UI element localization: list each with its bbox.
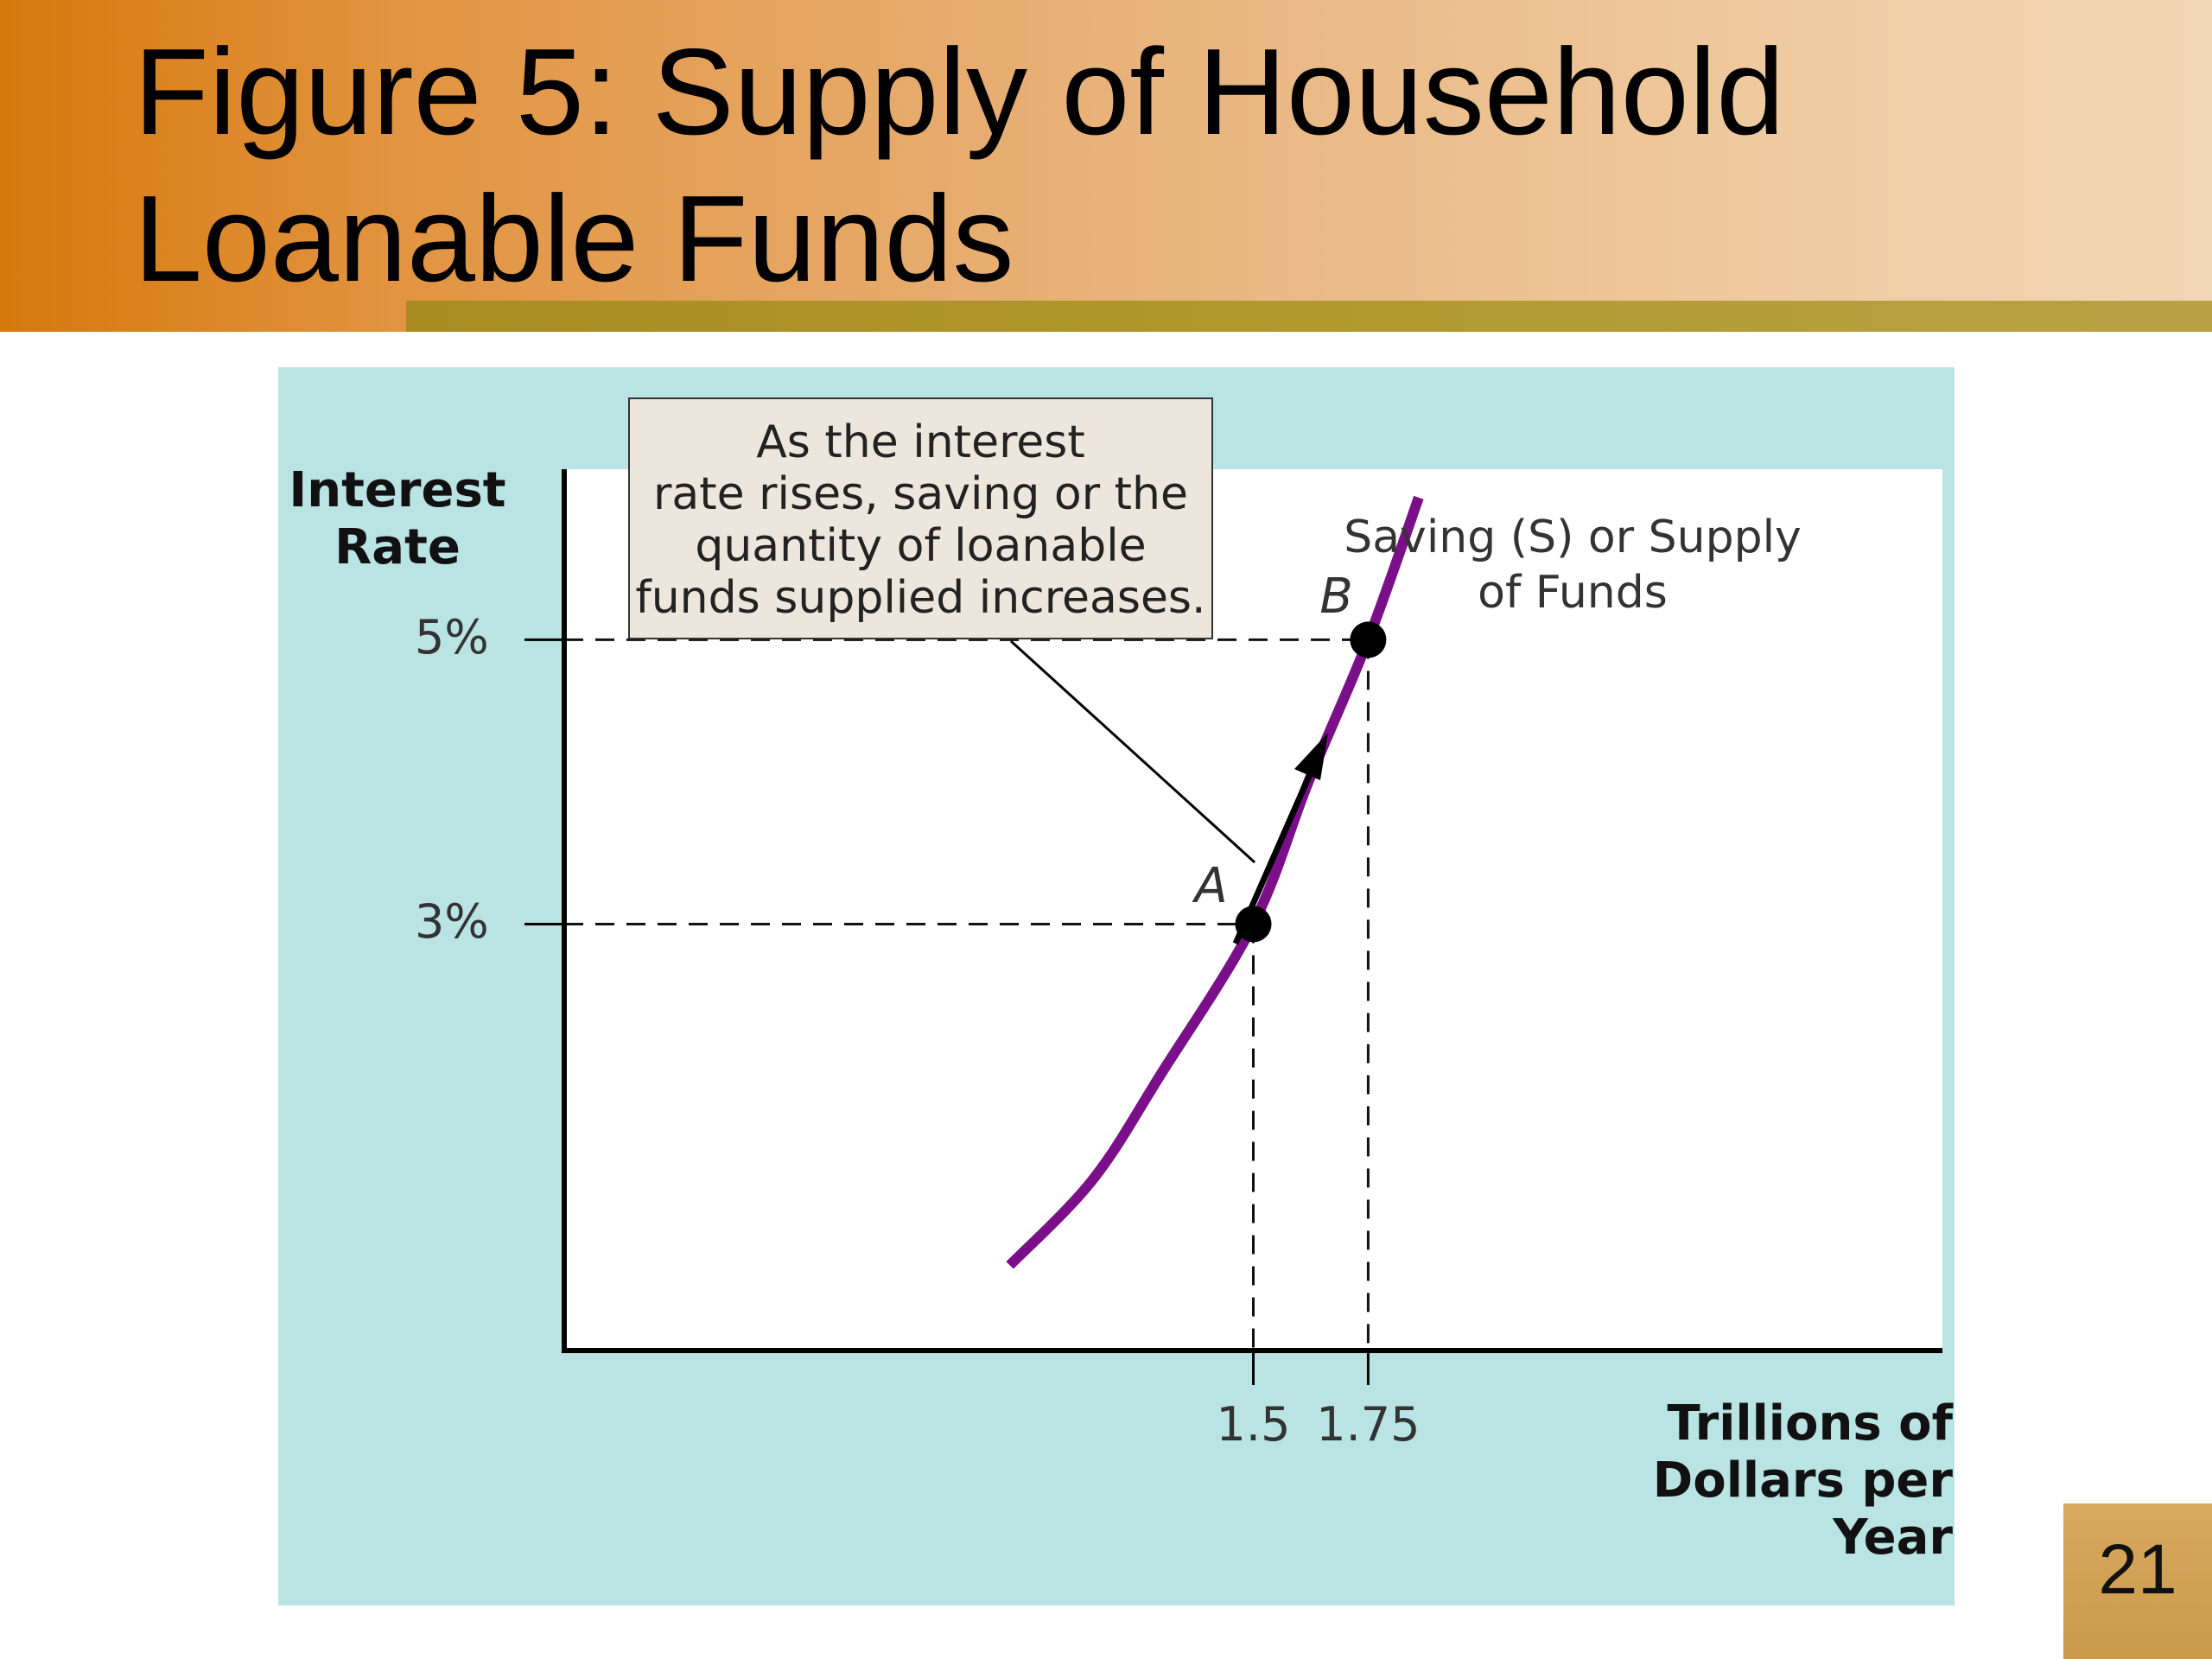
point-a <box>1235 906 1272 943</box>
callout-line: quantity of loanable <box>695 520 1147 572</box>
y-tick-label: 3% <box>415 894 489 950</box>
movement-arrow <box>1232 759 1319 945</box>
point-label-b: B <box>1319 569 1353 626</box>
x-tick-label: 1.75 <box>1316 1397 1421 1452</box>
x-tick-label: 1.5 <box>1216 1397 1291 1452</box>
curve-label: Saving (S) or Supply of Funds <box>1322 510 1823 620</box>
callout-leader-line <box>1009 639 1256 864</box>
title-banner <box>0 0 2212 332</box>
page-number: 21 <box>2098 1530 2177 1609</box>
curve-label-line: of Funds <box>1478 567 1668 619</box>
y-tick-label: 5% <box>415 610 489 665</box>
title-underline-stripe <box>406 301 2212 332</box>
curve-label-line: Saving (S) or Supply <box>1344 512 1802 563</box>
page-number-box: 21 <box>2063 1503 2212 1659</box>
point-b <box>1350 621 1387 658</box>
slide-title: Figure 5: Supply of Household Loanable F… <box>134 23 1785 308</box>
callout-line: As the interest <box>756 416 1085 468</box>
x-axis-label: Trillions of Dollars per Year <box>1652 1395 1953 1566</box>
callout-line: rate rises, saving or the <box>653 468 1188 520</box>
y-axis-label: Interest Rate <box>289 462 506 575</box>
movement-arrowhead <box>1294 733 1328 780</box>
point-label-a: A <box>1194 858 1228 915</box>
callout-line: funds supplied increases. <box>635 572 1206 624</box>
callout-box: As the interest rate rises, saving or th… <box>628 397 1213 639</box>
